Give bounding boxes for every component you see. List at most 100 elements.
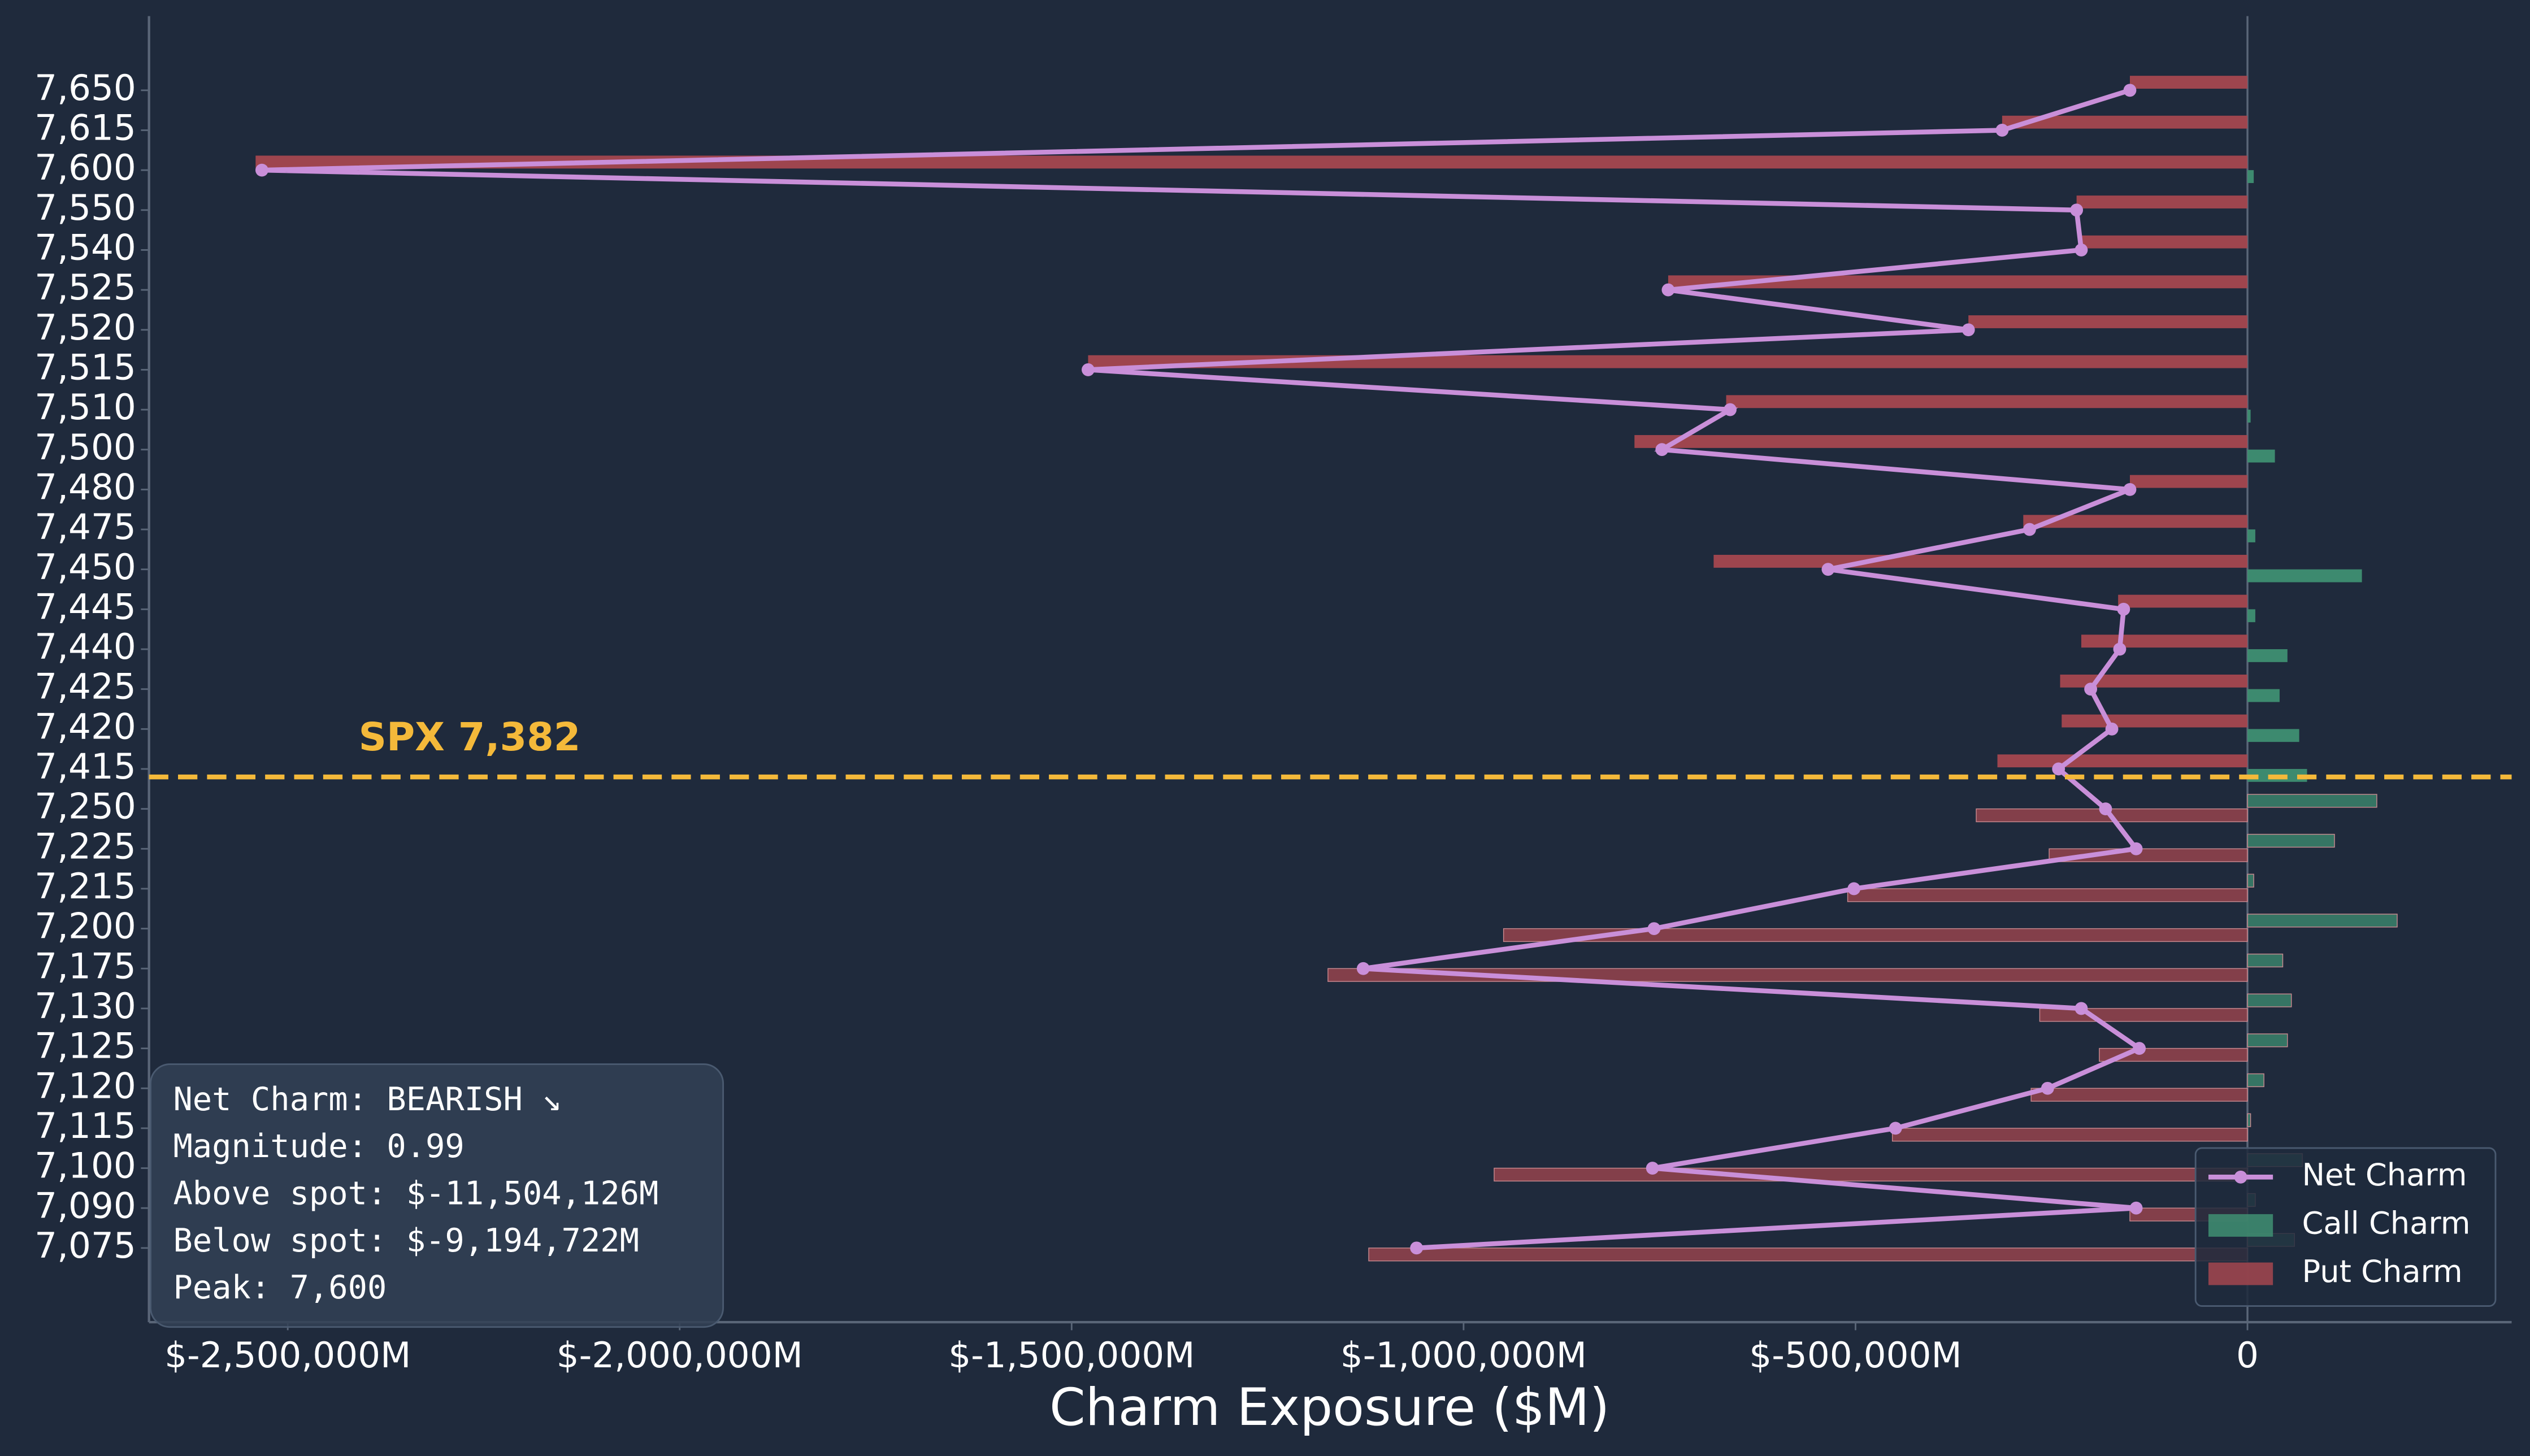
call-bar — [2247, 569, 2362, 583]
put-bar — [2060, 674, 2248, 688]
call-bar — [2247, 410, 2251, 423]
net-marker — [1410, 1241, 1424, 1255]
legend: Net Charm Call Charm Put Charm — [2194, 1147, 2497, 1307]
put-bar — [1847, 888, 2248, 902]
net-marker — [2070, 203, 2084, 217]
y-tick-label: 7,075 — [34, 1225, 136, 1266]
net-marker — [2105, 722, 2119, 736]
x-tick-label: $-500,000M — [1749, 1335, 1961, 1376]
call-bar — [2247, 794, 2377, 808]
x-tick-label: 0 — [2236, 1335, 2259, 1376]
info-text: Below spot: $-9,194,722M — [173, 1222, 639, 1259]
net-marker — [2052, 762, 2065, 776]
y-tick-label: 7,520 — [34, 307, 136, 348]
info-box — [150, 1063, 724, 1328]
net-marker — [1082, 363, 1095, 376]
x-tick-label: $-1,000,000M — [1340, 1335, 1587, 1376]
y-tick-label: 7,515 — [34, 346, 136, 388]
put-bar — [1634, 435, 2248, 448]
net-marker — [2113, 642, 2127, 656]
net-marker — [2123, 84, 2137, 97]
net-marker — [1847, 882, 1861, 896]
put-bar — [2118, 594, 2248, 608]
y-tick-label: 7,510 — [34, 386, 136, 428]
call-bar — [2247, 649, 2288, 662]
net-marker — [255, 163, 268, 177]
net-line — [262, 88, 2145, 1251]
call-bar — [2247, 449, 2275, 463]
call-bar — [2247, 914, 2398, 928]
legend-label: Call Charm — [2302, 1206, 2471, 1241]
y-tick-label: 7,125 — [34, 1025, 136, 1067]
y-tick-label: 7,475 — [34, 506, 136, 547]
net-marker — [1995, 124, 2009, 137]
call-bar — [2247, 833, 2335, 848]
put-bar — [1668, 275, 2248, 289]
net-marker — [1661, 283, 1675, 297]
put-bar — [1713, 555, 2248, 568]
y-tick-label: 7,250 — [34, 786, 136, 827]
put-bar — [2002, 115, 2248, 129]
put-bar — [1726, 395, 2248, 408]
y-tick-label: 7,500 — [34, 427, 136, 468]
net-marker — [1961, 323, 1975, 337]
y-tick-label: 7,090 — [34, 1185, 136, 1226]
legend-swatch — [2208, 1262, 2273, 1285]
call-bar — [2247, 953, 2284, 968]
y-tick-label: 7,225 — [34, 825, 136, 867]
y-tick-label: 7,130 — [34, 985, 136, 1027]
net-marker — [2129, 842, 2143, 855]
put-bar — [1891, 1128, 2248, 1142]
put-bar — [1968, 315, 2248, 328]
put-bar — [1997, 754, 2248, 768]
call-bar — [2247, 993, 2292, 1007]
y-tick-label: 7,650 — [34, 67, 136, 108]
y-tick-label: 7,415 — [34, 746, 136, 787]
y-tick-label: 7,550 — [34, 187, 136, 228]
net-marker — [2075, 244, 2088, 257]
x-tick-label: $-1,500,000M — [948, 1335, 1195, 1376]
y-tick-label: 7,440 — [34, 626, 136, 667]
net-marker — [2117, 602, 2130, 616]
net-marker — [1724, 403, 1737, 416]
x-axis-title: Charm Exposure ($M) — [1049, 1377, 1609, 1437]
y-tick-label: 7,450 — [34, 546, 136, 588]
y-tick-label: 7,615 — [34, 107, 136, 149]
y-tick-label: 7,100 — [34, 1145, 136, 1186]
net-marker — [1889, 1122, 1902, 1135]
net-marker — [2133, 1042, 2146, 1055]
y-tick-label: 7,525 — [34, 267, 136, 308]
put-bar — [2129, 475, 2248, 488]
y-tick-label: 7,420 — [34, 706, 136, 747]
call-bar — [2247, 729, 2299, 742]
y-tick-label: 7,215 — [34, 866, 136, 907]
y-tick-label: 7,200 — [34, 906, 136, 947]
put-bar — [2062, 714, 2248, 728]
spot-label: SPX 7,382 — [359, 715, 581, 760]
net-marker — [2099, 802, 2112, 816]
put-bar — [2129, 76, 2248, 89]
put-bar — [2081, 235, 2248, 249]
y-tick-label: 7,600 — [34, 147, 136, 188]
put-bar — [2039, 1008, 2248, 1022]
call-bar — [2247, 170, 2254, 183]
info-text: Net Charm: BEARISH ↘ — [173, 1081, 561, 1118]
y-tick-label: 7,425 — [34, 666, 136, 707]
call-bar — [2247, 1113, 2251, 1127]
put-bar — [1503, 928, 2248, 942]
info-text: Peak: 7,600 — [173, 1269, 387, 1306]
y-tick-label: 7,120 — [34, 1065, 136, 1106]
net-marker — [2129, 1201, 2143, 1215]
call-bar — [2247, 529, 2255, 542]
info-text: Above spot: $-11,504,126M — [173, 1175, 658, 1212]
net-marker — [1655, 443, 1669, 457]
put-bar — [2030, 1088, 2248, 1102]
call-bar — [2247, 689, 2280, 702]
net-marker — [1821, 563, 1835, 576]
legend-marker — [2234, 1170, 2247, 1184]
call-bar — [2247, 873, 2254, 888]
put-bar — [2076, 195, 2248, 208]
net-marker — [2084, 683, 2098, 696]
net-marker — [2041, 1081, 2054, 1095]
put-bar — [2081, 634, 2248, 648]
